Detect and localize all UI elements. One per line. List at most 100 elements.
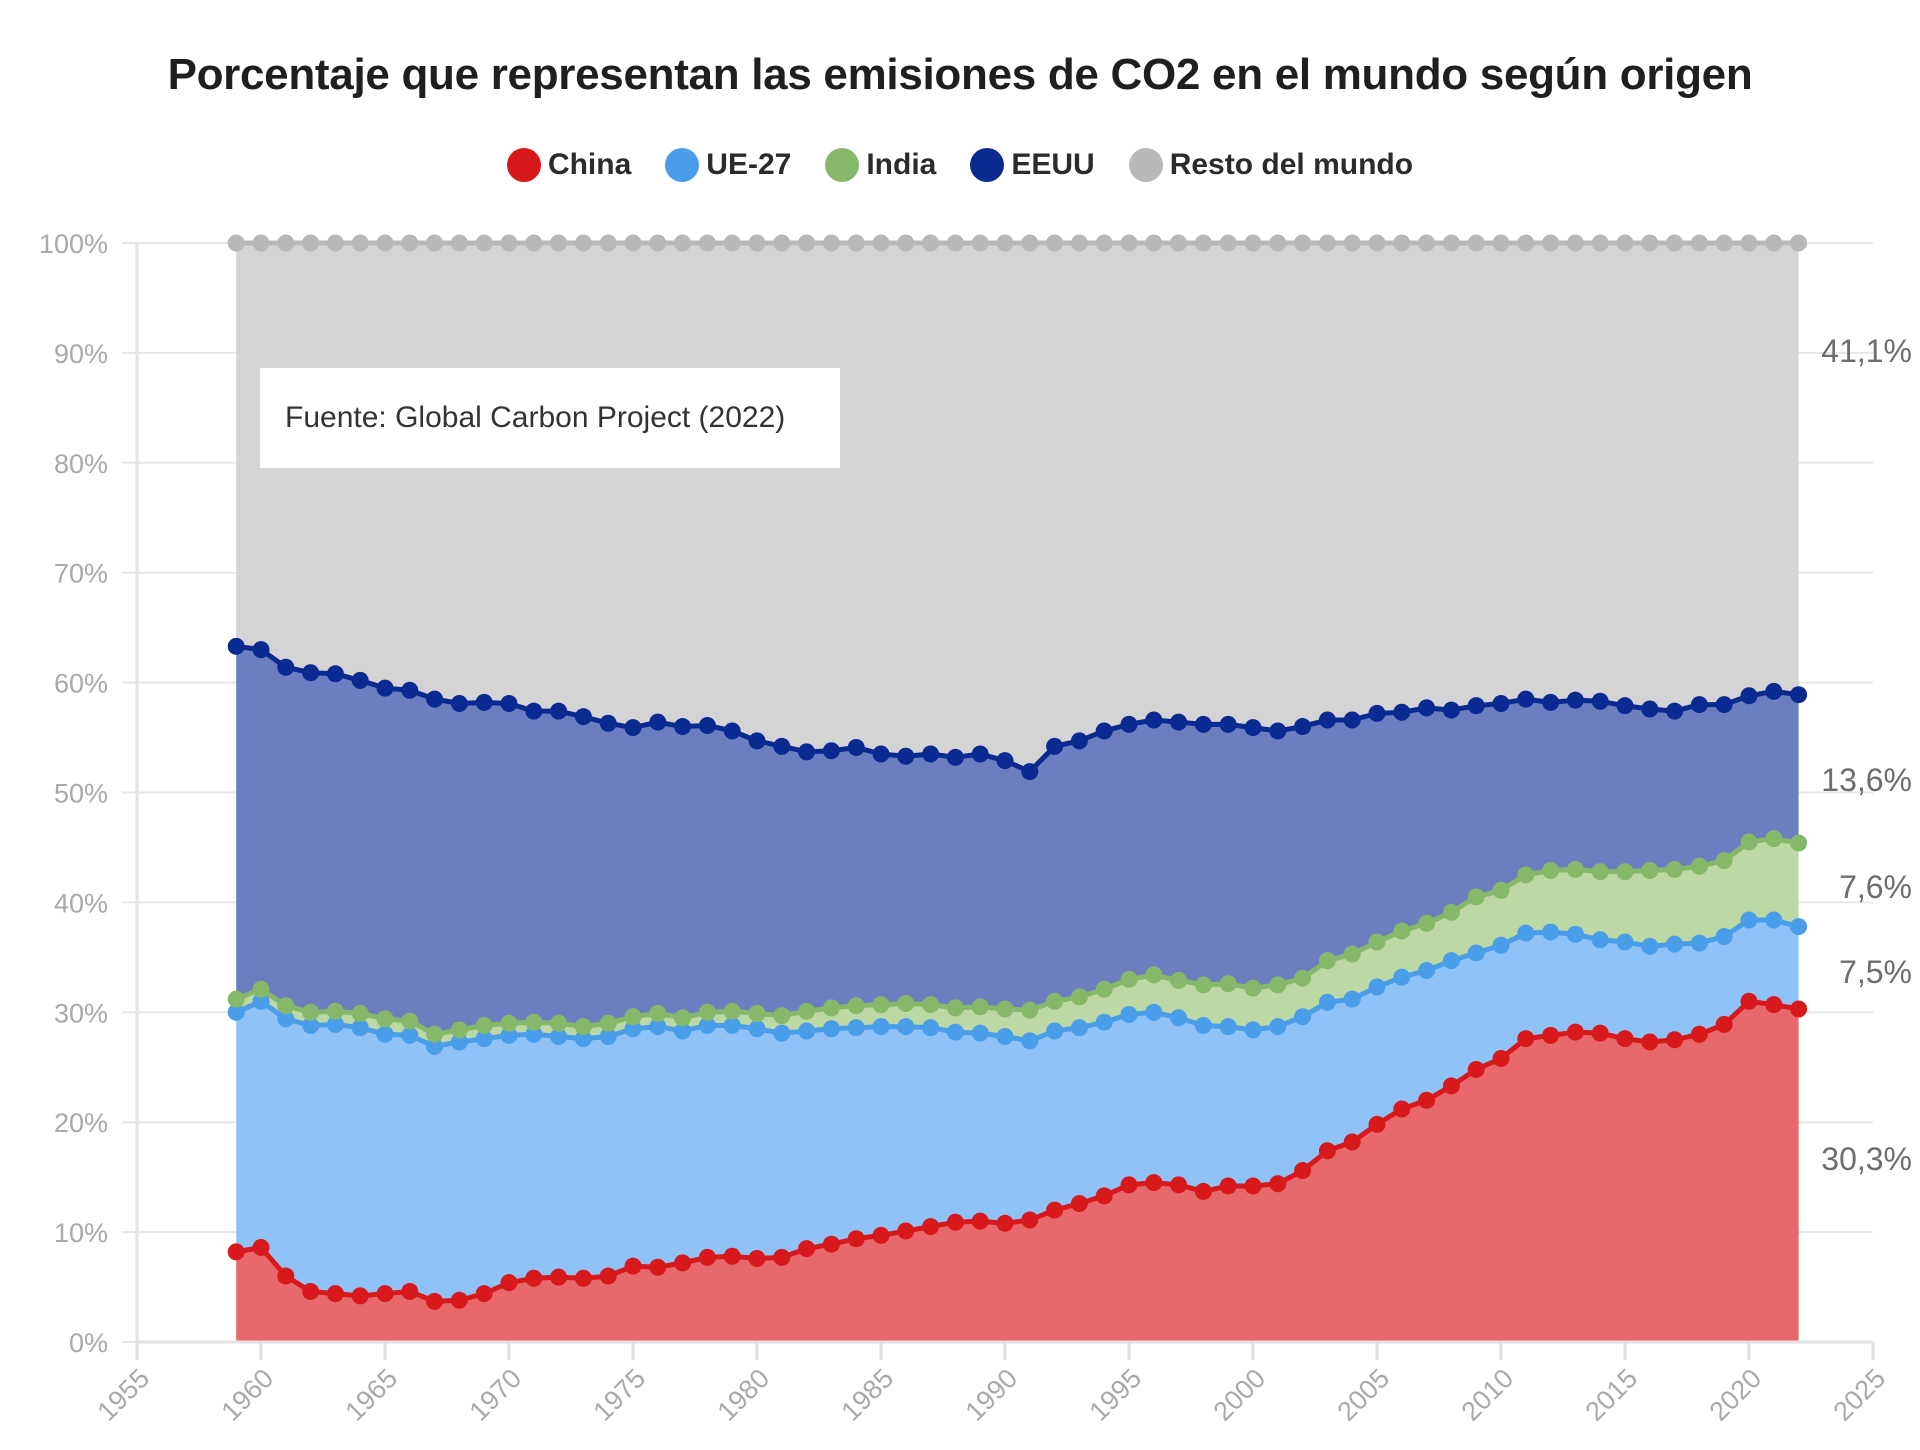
point-india: [599, 1014, 617, 1032]
point-resto-del-mundo: [1095, 234, 1113, 252]
point-eeuu: [723, 722, 741, 740]
point-india: [1715, 852, 1733, 870]
point-resto-del-mundo: [1318, 234, 1336, 252]
point-china: [822, 1235, 840, 1253]
point-china: [1021, 1211, 1039, 1229]
point-china: [1616, 1030, 1634, 1048]
source-text: Fuente: Global Carbon Project (2022): [285, 401, 786, 434]
line-eeuu: [235, 643, 1799, 775]
point-china: [698, 1248, 716, 1266]
area-resto-del-mundo: [236, 243, 1799, 772]
x-tick-label: 1955: [92, 1363, 156, 1427]
y-tick-label: 10%: [54, 1218, 108, 1248]
legend-item-eeuu[interactable]: EEUU: [970, 148, 1095, 182]
end-label-india: 7,6%: [1839, 869, 1912, 906]
x-tick-label: 2020: [1704, 1363, 1768, 1427]
point-india: [1120, 970, 1138, 988]
point-eeuu: [1616, 697, 1634, 715]
point-india: [1616, 863, 1634, 881]
point-ue-27: [822, 1020, 840, 1038]
x-tick-label: 1975: [588, 1363, 652, 1427]
point-china: [649, 1258, 667, 1276]
point-eeuu: [1294, 718, 1312, 736]
x-tick-label: 1995: [1084, 1363, 1148, 1427]
point-india: [252, 980, 270, 998]
point-resto-del-mundo: [1566, 234, 1584, 252]
point-china: [1343, 1133, 1361, 1151]
point-ue-27: [748, 1020, 766, 1038]
legend-item-ue27[interactable]: UE-27: [665, 148, 791, 182]
x-tick-label: 1980: [712, 1363, 776, 1427]
point-china: [1269, 1175, 1287, 1193]
point-china: [550, 1268, 568, 1286]
point-ue-27: [798, 1022, 816, 1040]
point-china: [1740, 992, 1758, 1010]
point-china: [847, 1230, 865, 1248]
point-india: [351, 1004, 369, 1022]
point-ue-27: [698, 1016, 716, 1034]
point-eeuu: [450, 694, 468, 712]
point-india: [971, 998, 989, 1016]
point-india: [1517, 866, 1535, 884]
point-eeuu: [1790, 686, 1808, 704]
point-ue-27: [1517, 924, 1535, 942]
point-eeuu: [1269, 722, 1287, 740]
point-resto-del-mundo: [1219, 234, 1237, 252]
point-eeuu: [475, 693, 493, 711]
point-ue-27: [475, 1030, 493, 1048]
point-eeuu: [401, 681, 419, 699]
point-ue-27: [525, 1025, 543, 1043]
point-resto-del-mundo: [252, 234, 270, 252]
point-eeuu: [996, 752, 1014, 770]
point-eeuu: [1318, 711, 1336, 729]
point-china: [227, 1243, 245, 1261]
point-china: [1170, 1176, 1188, 1194]
point-resto-del-mundo: [1666, 234, 1684, 252]
point-ue-27: [1442, 952, 1460, 970]
point-india: [1566, 860, 1584, 878]
line-china: [235, 998, 1800, 1304]
x-tick-label: 1990: [960, 1363, 1024, 1427]
point-ue-27: [599, 1027, 617, 1045]
point-eeuu: [1343, 711, 1361, 729]
point-eeuu: [674, 718, 692, 736]
point-ue-27: [1715, 927, 1733, 945]
legend-item-india[interactable]: India: [825, 148, 936, 182]
point-eeuu: [1120, 715, 1138, 733]
point-ue-27: [1616, 933, 1634, 951]
point-eeuu: [1740, 687, 1758, 705]
x-tick-label: 1965: [340, 1363, 404, 1427]
legend-item-china[interactable]: China: [506, 148, 631, 182]
y-tick-label: 0%: [69, 1328, 108, 1358]
point-ue-27: [376, 1025, 394, 1043]
x-tick-label: 2015: [1580, 1363, 1644, 1427]
point-ue-27: [1269, 1018, 1287, 1036]
point-ue-27: [574, 1030, 592, 1048]
point-eeuu: [1467, 697, 1485, 715]
point-ue-27: [872, 1018, 890, 1036]
point-india: [1219, 975, 1237, 993]
point-india: [1740, 833, 1758, 851]
point-eeuu: [798, 743, 816, 761]
point-eeuu: [748, 732, 766, 750]
point-resto-del-mundo: [1492, 234, 1510, 252]
point-ue-27: [1740, 911, 1758, 929]
point-resto-del-mundo: [1194, 234, 1212, 252]
point-eeuu: [500, 694, 518, 712]
y-tick-label: 50%: [54, 779, 108, 809]
point-resto-del-mundo: [1517, 234, 1535, 252]
point-india: [376, 1010, 394, 1028]
point-ue-27: [426, 1037, 444, 1055]
point-china: [574, 1269, 592, 1287]
point-resto-del-mundo: [302, 234, 320, 252]
point-india: [1542, 862, 1560, 880]
point-resto-del-mundo: [326, 234, 344, 252]
point-resto-del-mundo: [1070, 234, 1088, 252]
legend-item-resto[interactable]: Resto del mundo: [1128, 148, 1413, 182]
area-india: [236, 838, 1799, 1047]
legend-swatch-china-icon: [506, 148, 541, 182]
point-india: [277, 997, 295, 1015]
point-resto-del-mundo: [227, 234, 245, 252]
point-resto-del-mundo: [996, 234, 1014, 252]
